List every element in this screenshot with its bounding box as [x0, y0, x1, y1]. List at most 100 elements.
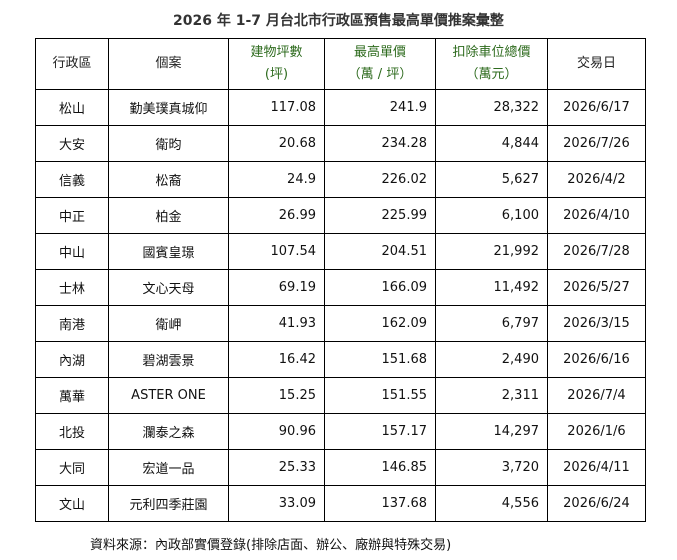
total-cell: 6,797 [435, 305, 548, 342]
district-cell: 信義 [35, 161, 109, 198]
project-cell: 國賓皇璟 [108, 233, 229, 270]
district-cell: 松山 [35, 89, 109, 126]
date-cell: 2026/5/27 [547, 269, 646, 306]
area-cell: 117.08 [228, 89, 325, 126]
table-row: 中正 柏金 26.99 225.99 6,100 2026/4/10 [35, 197, 646, 234]
max-price-cell: 204.51 [324, 233, 436, 270]
area-cell: 33.09 [228, 485, 325, 522]
data-table: 行政區 個案 建物坪數 (坪) 最高單價 （萬 / 坪） 扣除車位總價 （萬元）… [35, 38, 646, 522]
project-cell: 勤美璞真城仰 [108, 89, 229, 126]
header-date: 交易日 [547, 38, 646, 90]
district-cell: 中正 [35, 197, 109, 234]
header-area-line1: 建物坪數 [250, 45, 303, 60]
total-cell: 3,720 [435, 449, 548, 486]
area-cell: 16.42 [228, 341, 325, 378]
area-cell: 90.96 [228, 413, 325, 450]
date-cell: 2026/4/10 [547, 197, 646, 234]
date-cell: 2026/6/16 [547, 341, 646, 378]
table-row: 信義 松裔 24.9 226.02 5,627 2026/4/2 [35, 161, 646, 198]
header-area: 建物坪數 (坪) [228, 38, 325, 90]
max-price-cell: 226.02 [324, 161, 436, 198]
district-cell: 士林 [35, 269, 109, 306]
district-cell: 萬華 [35, 377, 109, 414]
table-row: 大安 衛昀 20.68 234.28 4,844 2026/7/26 [35, 125, 646, 162]
header-max-price: 最高單價 （萬 / 坪） [324, 38, 436, 90]
total-cell: 14,297 [435, 413, 548, 450]
table-row: 中山 國賓皇璟 107.54 204.51 21,992 2026/7/28 [35, 233, 646, 270]
date-cell: 2026/4/2 [547, 161, 646, 198]
project-cell: ASTER ONE [108, 377, 229, 414]
header-district: 行政區 [35, 38, 109, 90]
area-cell: 15.25 [228, 377, 325, 414]
project-cell: 宏道一品 [108, 449, 229, 486]
table-row: 松山 勤美璞真城仰 117.08 241.9 28,322 2026/6/17 [35, 89, 646, 126]
project-cell: 衛岬 [108, 305, 229, 342]
total-cell: 21,992 [435, 233, 548, 270]
district-cell: 大安 [35, 125, 109, 162]
project-cell: 元利四季莊園 [108, 485, 229, 522]
total-cell: 2,490 [435, 341, 548, 378]
project-cell: 瀾泰之森 [108, 413, 229, 450]
header-total: 扣除車位總價 （萬元） [435, 38, 548, 90]
date-cell: 2026/6/17 [547, 89, 646, 126]
area-cell: 24.9 [228, 161, 325, 198]
total-cell: 6,100 [435, 197, 548, 234]
area-cell: 107.54 [228, 233, 325, 270]
max-price-cell: 151.68 [324, 341, 436, 378]
date-cell: 2026/3/15 [547, 305, 646, 342]
table-row: 南港 衛岬 41.93 162.09 6,797 2026/3/15 [35, 305, 646, 342]
total-cell: 4,844 [435, 125, 548, 162]
district-cell: 南港 [35, 305, 109, 342]
date-cell: 2026/7/28 [547, 233, 646, 270]
date-cell: 2026/4/11 [547, 449, 646, 486]
date-cell: 2026/7/4 [547, 377, 646, 414]
date-cell: 2026/7/26 [547, 125, 646, 162]
table-row: 大同 宏道一品 25.33 146.85 3,720 2026/4/11 [35, 449, 646, 486]
max-price-cell: 137.68 [324, 485, 436, 522]
area-cell: 41.93 [228, 305, 325, 342]
table-row: 萬華 ASTER ONE 15.25 151.55 2,311 2026/7/4 [35, 377, 646, 414]
project-cell: 文心天母 [108, 269, 229, 306]
project-cell: 柏金 [108, 197, 229, 234]
area-cell: 69.19 [228, 269, 325, 306]
district-cell: 中山 [35, 233, 109, 270]
district-cell: 大同 [35, 449, 109, 486]
header-total-line1: 扣除車位總價 [452, 45, 531, 60]
project-cell: 碧湖雲景 [108, 341, 229, 378]
area-cell: 26.99 [228, 197, 325, 234]
total-cell: 2,311 [435, 377, 548, 414]
header-row: 行政區 個案 建物坪數 (坪) 最高單價 （萬 / 坪） 扣除車位總價 （萬元）… [35, 38, 646, 90]
district-cell: 內湖 [35, 341, 109, 378]
max-price-cell: 162.09 [324, 305, 436, 342]
header-project: 個案 [108, 38, 229, 90]
max-price-cell: 234.28 [324, 125, 436, 162]
table-row: 士林 文心天母 69.19 166.09 11,492 2026/5/27 [35, 269, 646, 306]
district-cell: 文山 [35, 485, 109, 522]
max-price-cell: 225.99 [324, 197, 436, 234]
header-max-price-line1: 最高單價 [353, 45, 406, 60]
district-cell: 北投 [35, 413, 109, 450]
page-title: 2026 年 1-7 月台北市行政區預售最高單價推案彙整 [173, 13, 504, 29]
header-area-line2: (坪) [264, 67, 289, 82]
table-row: 內湖 碧湖雲景 16.42 151.68 2,490 2026/6/16 [35, 341, 646, 378]
area-cell: 20.68 [228, 125, 325, 162]
table-row: 文山 元利四季莊園 33.09 137.68 4,556 2026/6/24 [35, 485, 646, 522]
max-price-cell: 146.85 [324, 449, 436, 486]
table-row: 北投 瀾泰之森 90.96 157.17 14,297 2026/1/6 [35, 413, 646, 450]
date-cell: 2026/1/6 [547, 413, 646, 450]
area-cell: 25.33 [228, 449, 325, 486]
max-price-cell: 151.55 [324, 377, 436, 414]
max-price-cell: 241.9 [324, 89, 436, 126]
max-price-cell: 157.17 [324, 413, 436, 450]
header-max-price-line2: （萬 / 坪） [347, 67, 413, 82]
project-cell: 松裔 [108, 161, 229, 198]
project-cell: 衛昀 [108, 125, 229, 162]
total-cell: 5,627 [435, 161, 548, 198]
total-cell: 4,556 [435, 485, 548, 522]
table-body: 松山 勤美璞真城仰 117.08 241.9 28,322 2026/6/17 大安 衛昀 20… [35, 89, 646, 522]
source-note: 資料來源：內政部實價登錄(排除店面、辦公、廠辦與特殊交易) [90, 538, 452, 553]
total-cell: 28,322 [435, 89, 548, 126]
max-price-cell: 166.09 [324, 269, 436, 306]
date-cell: 2026/6/24 [547, 485, 646, 522]
total-cell: 11,492 [435, 269, 548, 306]
